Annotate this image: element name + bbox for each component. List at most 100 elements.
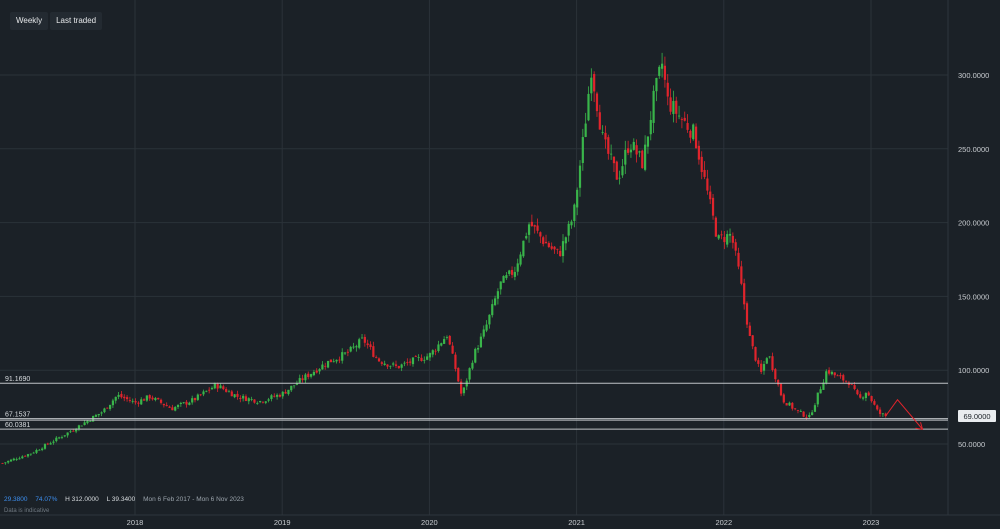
candle-body [377, 358, 381, 362]
candle-body [174, 407, 177, 411]
candle-body [584, 123, 587, 137]
candle-body [737, 252, 740, 267]
candle-body [533, 225, 536, 227]
candle-body [881, 413, 884, 415]
candle-body [581, 137, 584, 163]
candle-body [822, 382, 825, 390]
candle-body [117, 394, 120, 397]
candle-body [244, 396, 248, 401]
candle-body [363, 336, 366, 343]
candle-body [324, 365, 327, 367]
candle-body [513, 271, 516, 277]
candle-body [176, 404, 180, 408]
candle-body [242, 395, 245, 399]
candle-body [850, 384, 853, 386]
candle-body [267, 399, 270, 401]
candle-body [406, 362, 409, 363]
candle-body [227, 391, 231, 393]
candle-body [802, 411, 805, 417]
candle-body [457, 367, 460, 382]
candle-body [131, 400, 134, 402]
candle-body [414, 356, 417, 357]
candle-body [443, 339, 446, 344]
candle-body [332, 361, 335, 363]
candle-body [60, 437, 64, 438]
candle-body [644, 144, 647, 170]
candle-body [41, 448, 44, 450]
candle-body [35, 450, 38, 453]
candle-body [140, 399, 143, 405]
candle-body [655, 77, 658, 92]
candle-body [740, 266, 743, 284]
candle-body [437, 344, 440, 352]
x-axis: 2018 2019 2020 2021 2022 2023 [127, 518, 880, 527]
candle-body [154, 398, 157, 401]
candle-body [859, 394, 862, 398]
candlestick-series [1, 52, 887, 465]
candle-body [49, 443, 52, 445]
candle-body [813, 405, 817, 412]
candle-body [318, 369, 321, 372]
y-tick-label: 100.0000 [958, 366, 989, 375]
candle-body [726, 234, 729, 245]
candle-body [709, 191, 712, 200]
candle-body [525, 236, 528, 239]
candle-body [193, 397, 197, 401]
candle-body [250, 398, 253, 400]
candle-body [508, 270, 511, 274]
candle-body [261, 401, 265, 403]
weekly-button[interactable]: Weekly [10, 12, 49, 30]
y-axis: 50.0000 100.0000 150.0000 200.0000 250.0000 3… [958, 71, 989, 449]
candle-body [281, 391, 284, 397]
candle-body [867, 392, 870, 396]
candle-body [833, 372, 836, 376]
candle-body [188, 402, 191, 405]
candle-body [386, 364, 389, 367]
last-traded-button[interactable]: Last traded [50, 12, 103, 30]
candle-body [32, 452, 35, 454]
candle-body [420, 357, 423, 361]
chart-grid [0, 0, 1000, 516]
candle-body [723, 236, 726, 243]
candle-body [853, 385, 856, 389]
candle-body [556, 248, 559, 250]
level-label: 60.0381 [5, 422, 30, 429]
candle-body [460, 381, 463, 394]
x-tick-label: 2019 [274, 518, 291, 527]
candle-body [426, 356, 429, 360]
candle-body [646, 136, 650, 147]
candle-body [89, 420, 92, 422]
candle-body [870, 396, 873, 402]
candle-body [666, 82, 669, 97]
candle-body [527, 224, 531, 235]
candle-body [55, 437, 58, 442]
candle-body [292, 385, 296, 387]
y-tick-label: 50.0000 [958, 440, 985, 449]
candle-body [663, 65, 667, 80]
candle-body [598, 112, 601, 130]
candle-body [564, 237, 567, 244]
candle-body [811, 412, 814, 415]
candle-body [343, 352, 347, 354]
candle-body [796, 409, 800, 411]
candle-body [482, 329, 485, 337]
y-tick-label: 300.0000 [958, 71, 989, 80]
candle-body [383, 363, 386, 365]
candle-body [757, 360, 760, 364]
candle-body [366, 343, 369, 346]
candle-body [669, 97, 672, 112]
candle-body [522, 240, 525, 257]
candle-body [114, 396, 117, 401]
candle-body [762, 364, 766, 371]
candle-body [191, 398, 194, 403]
candle-body [720, 234, 723, 236]
candle-body [873, 401, 876, 405]
candle-body [409, 361, 412, 363]
candle-body [573, 204, 576, 221]
candle-body [570, 221, 573, 226]
candle-body [83, 422, 86, 426]
candle-body [307, 373, 310, 378]
candle-body [448, 335, 451, 345]
candle-body [703, 169, 706, 177]
